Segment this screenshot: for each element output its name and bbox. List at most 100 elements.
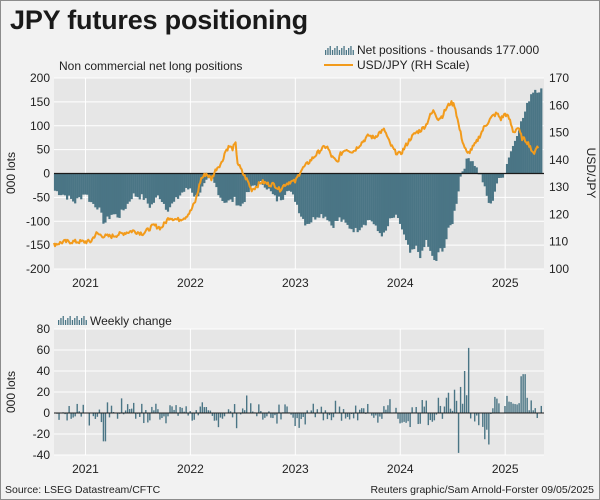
net-position-bar (164, 173, 168, 210)
net-position-bar (92, 173, 95, 204)
net-position-bar (209, 173, 212, 177)
weekly-change-bar (496, 398, 498, 413)
net-position-bar (57, 173, 61, 196)
weekly-change-bar (173, 409, 175, 413)
x-tick-label: 2021 (72, 462, 99, 476)
net-position-bar (475, 167, 478, 174)
net-position-bar (187, 173, 190, 190)
weekly-change-bar (203, 407, 206, 413)
weekly-change-bar (431, 413, 434, 422)
weekly-change-bar (135, 413, 137, 419)
weekly-change-bar (332, 413, 335, 418)
weekly-change-bar (435, 413, 438, 415)
weekly-change-bar (270, 413, 272, 418)
x-tick-label: 2021 (72, 276, 99, 290)
net-position-bar (449, 173, 452, 226)
weekly-change-bar (463, 371, 466, 413)
weekly-change-bar (476, 413, 478, 416)
weekly-change-bar (147, 413, 149, 423)
net-position-bar (501, 173, 505, 178)
net-position-bar (195, 173, 198, 195)
chart-title: JPY futures positioning (10, 5, 308, 35)
net-position-bar (80, 173, 83, 200)
weekly-change-bar (373, 413, 375, 418)
y-tick-label: -150 (26, 238, 50, 252)
weekly-change-bar (199, 406, 201, 413)
net-position-bar (138, 173, 141, 200)
net-position-bar (376, 173, 379, 232)
net-position-bar (520, 121, 523, 174)
net-position-bar (402, 173, 406, 235)
legend-bar-mark (81, 318, 83, 325)
weekly-change-bar (209, 410, 212, 413)
net-position-bar (332, 173, 335, 228)
net-position-bar (467, 158, 470, 174)
net-position-bar (122, 173, 125, 211)
weekly-change-bar (310, 410, 312, 413)
net-position-bar (267, 173, 270, 189)
weekly-change-bar (482, 413, 484, 427)
net-position-bar (277, 173, 281, 197)
net-position-bar (102, 173, 105, 224)
net-position-bar (364, 173, 367, 226)
weekly-change-bar (526, 397, 528, 413)
weekly-change-bar (243, 410, 246, 413)
weekly-change-bar (205, 407, 208, 413)
net-position-bar (509, 151, 513, 174)
y-tick-label: 100 (30, 119, 50, 133)
net-position-bar (257, 173, 260, 183)
weekly-change-bar (356, 413, 359, 421)
y2-tick-label: 140 (549, 153, 569, 167)
weekly-change-bar (423, 406, 425, 413)
net-position-bar (94, 173, 97, 208)
net-position-bar (128, 173, 131, 202)
weekly-change-bar (128, 409, 131, 413)
y2-tick-label: 130 (549, 180, 569, 194)
net-position-bar (78, 173, 81, 198)
net-position-bar (142, 173, 145, 200)
y-tick-label: 40 (37, 364, 51, 378)
weekly-change-bar (167, 413, 169, 417)
weekly-change-bar (102, 413, 105, 442)
weekly-change-bar (143, 413, 145, 424)
y2-tick-label: 170 (549, 71, 569, 85)
weekly-change-bar (195, 410, 197, 413)
legend-bar-mark (341, 48, 343, 55)
weekly-change-bar (312, 403, 314, 413)
y-tick-label: 0 (43, 406, 50, 420)
net-position-bar (53, 173, 57, 191)
weekly-change-bar (233, 404, 236, 413)
weekly-change-bar (122, 413, 125, 415)
net-position-bar (61, 173, 65, 195)
net-position-bar (237, 173, 240, 206)
net-position-bar (316, 173, 319, 218)
legend-bar-mark (71, 320, 74, 325)
y-tick-label: -50 (33, 190, 51, 204)
weekly-change-bar (96, 413, 99, 417)
weekly-change-bar (453, 389, 456, 413)
weekly-change-bar (478, 413, 480, 426)
weekly-change-bar (161, 413, 163, 419)
net-position-bar (534, 89, 537, 174)
net-position-bar (344, 173, 347, 223)
net-position-bar (322, 173, 325, 219)
weekly-change-bar (328, 413, 331, 416)
x-tick-label: 2024 (387, 276, 414, 290)
net-position-bar (74, 173, 77, 204)
weekly-change-bar (74, 413, 76, 417)
weekly-change-bar (294, 413, 296, 427)
weekly-change-bar (179, 407, 181, 413)
y-tick-label: 200 (30, 71, 50, 85)
net-position-bar (324, 173, 327, 217)
weekly-change-bar (171, 406, 173, 413)
y-tick-label: 50 (37, 143, 51, 157)
weekly-change-bar (421, 400, 423, 413)
top-y2label: USD/JPY (584, 148, 598, 199)
weekly-change-bar (504, 406, 506, 413)
weekly-change-bar (457, 413, 460, 453)
net-position-bar (134, 173, 137, 197)
net-position-bar (253, 173, 256, 186)
weekly-change-bar (217, 413, 220, 428)
weekly-change-bar (284, 404, 286, 413)
net-position-bar (241, 173, 244, 204)
